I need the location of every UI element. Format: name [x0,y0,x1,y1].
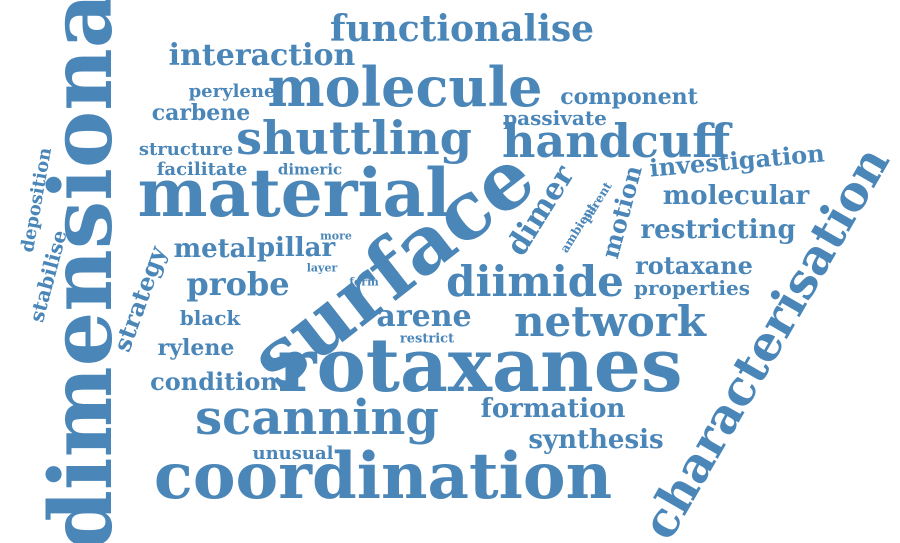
word-perylene: perylene [188,81,276,102]
word-functionalise: functionalise [329,8,595,50]
word-layer: layer [306,261,338,275]
word-component: component [560,84,698,110]
word-form: form [349,275,379,289]
word-synthesis: synthesis [528,425,664,455]
word-restricting: restricting [640,215,796,245]
word-carbene: carbene [151,100,251,126]
word-interaction: interaction [168,38,356,73]
word-network: network [513,297,707,346]
word-black: black [179,306,241,330]
word-motion: motion [595,162,648,262]
word-handcuff: handcuff [501,114,731,168]
word-rotaxane: rotaxane [635,251,753,280]
word-formation: formation [480,394,626,424]
word-dimeric: dimeric [277,160,343,179]
word-rotaxanes: rotaxanes [277,323,683,409]
word-condition: condition [150,367,278,396]
word-pillar: pillar [256,233,336,263]
word-arene: arene [376,299,472,334]
word-diimide: diimide [446,257,624,306]
word-restrict: restrict [399,331,455,347]
word-scanning: scanning [195,390,439,446]
word-more: more [320,229,352,243]
word-unusual: unusual [252,443,334,464]
word-probe: probe [186,265,290,303]
word-facilitate: facilitate [156,159,248,180]
word-shuttling: shuttling [236,111,472,165]
word-material: material [137,154,451,232]
word-molecular: molecular [662,181,810,211]
word-rylene: rylene [157,335,235,361]
word-structure: structure [138,139,234,160]
word-properties: properties [634,276,750,300]
word-passivate: passivate [503,106,607,130]
word-coordination: coordination [153,439,613,514]
word-metal: metal [173,234,257,264]
word-molecule: molecule [267,55,543,119]
